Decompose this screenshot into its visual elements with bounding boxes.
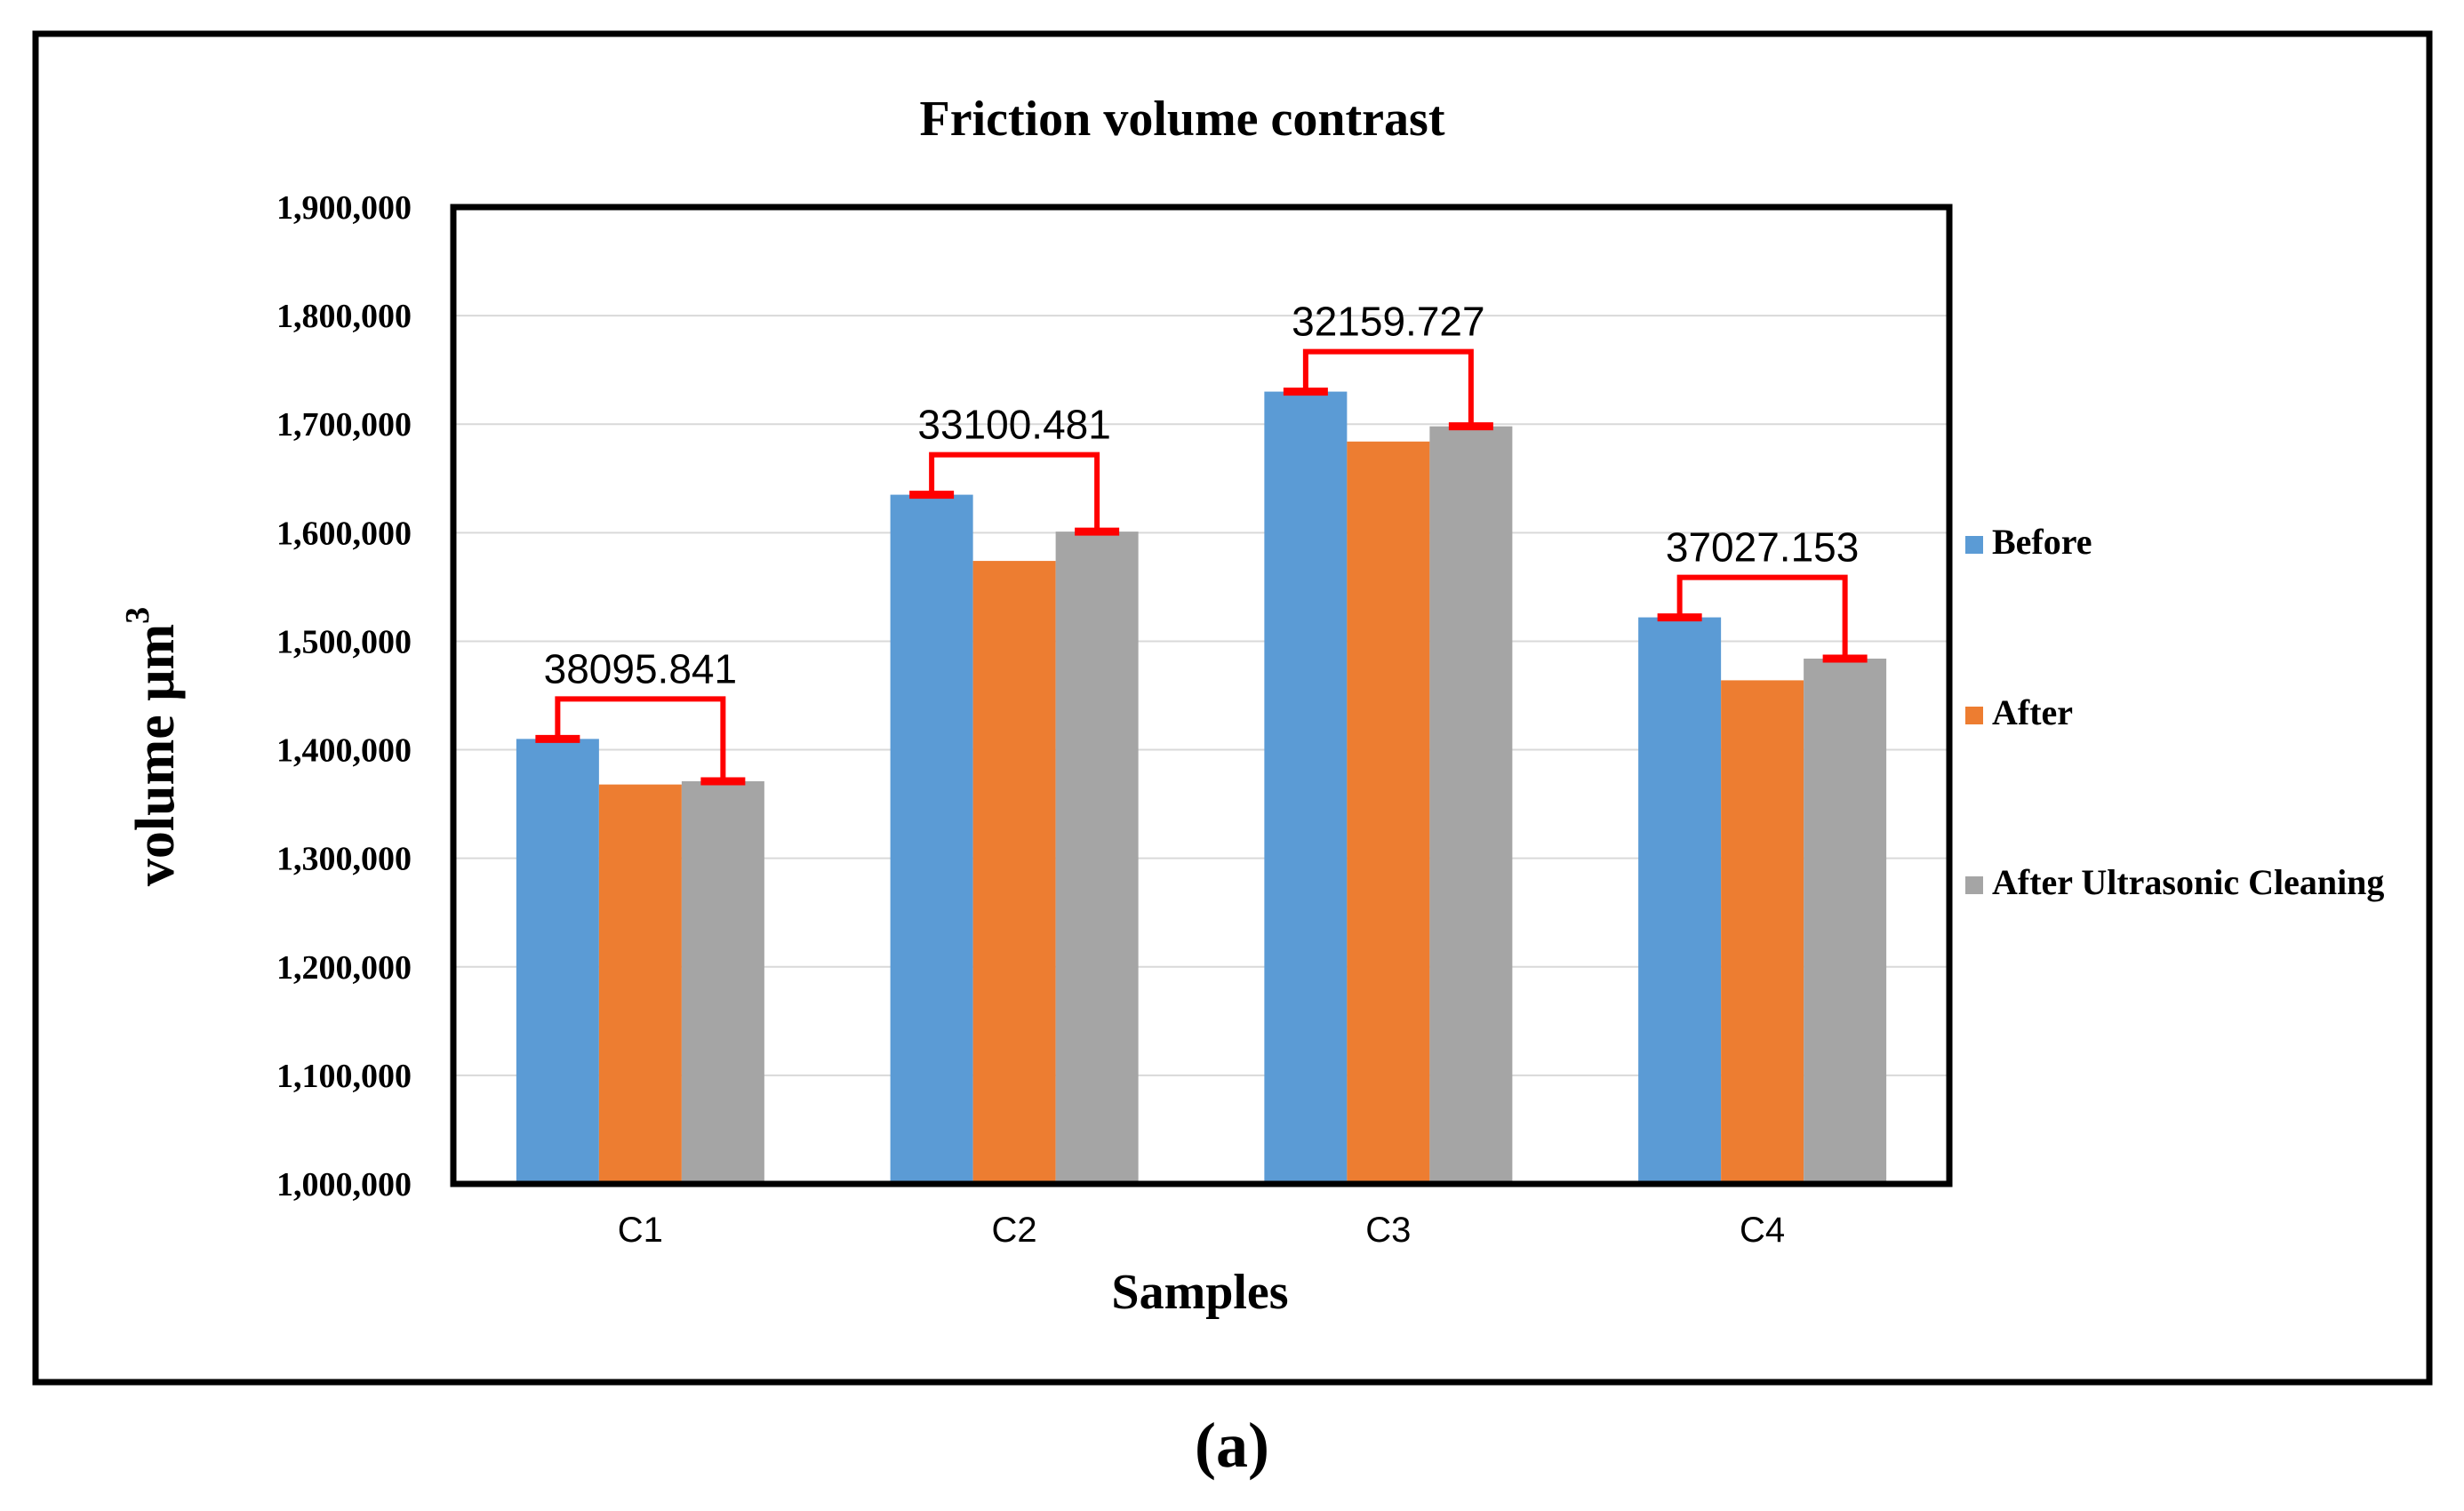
x-tick-label: C4	[1740, 1211, 1785, 1250]
x-axis-label: Samples	[1111, 1265, 1288, 1320]
bar-c2-1	[890, 494, 973, 1184]
x-axis-ticks: C1 C2 C3 C4	[618, 1211, 1785, 1250]
y-axis-ticks: 1,000,000 1,100,000 1,200,000 1,300,000 1,40…	[276, 189, 412, 1203]
bar-c4-1	[1638, 617, 1722, 1184]
difference-label: 37027.153	[1666, 524, 1859, 571]
bar-series	[516, 391, 1887, 1185]
difference-bracket	[555, 696, 726, 781]
bar-c4-3	[1804, 658, 1887, 1184]
y-tick-label: 1,800,000	[276, 298, 412, 335]
figure-caption: (a)	[1195, 1410, 1269, 1481]
y-tick-label: 1,500,000	[276, 623, 412, 660]
difference-bracket	[1676, 574, 1848, 659]
x-tick-label: C1	[618, 1211, 663, 1250]
y-tick-label: 1,100,000	[276, 1058, 412, 1095]
legend-label: After	[1992, 692, 2073, 732]
difference-annotations: 38095.841 33100.481 32159.727 37027.153	[535, 299, 1868, 786]
y-tick-label: 1,000,000	[276, 1166, 412, 1203]
y-tick-label: 1,700,000	[276, 406, 412, 444]
figure-frame	[32, 30, 2433, 1386]
bar-c3-3	[1429, 426, 1513, 1185]
y-axis-label-text: volume μm	[125, 624, 186, 886]
difference-label: 38095.841	[544, 645, 737, 692]
y-tick-label: 1,900,000	[276, 189, 412, 227]
legend: Before After After Ultrasonic Cleaning	[1965, 522, 2384, 902]
legend-label: After Ultrasonic Cleaning	[1992, 862, 2384, 902]
legend-swatch	[1965, 707, 1983, 724]
bar-c1-2	[598, 784, 682, 1184]
bar-c4-2	[1721, 680, 1804, 1184]
x-tick-label: C2	[992, 1211, 1037, 1250]
bar-c3-1	[1264, 391, 1348, 1185]
legend-swatch	[1965, 876, 1983, 894]
legend-label: Before	[1992, 522, 2092, 562]
legend-swatch	[1965, 536, 1983, 554]
chart-title: Friction volume contrast	[920, 92, 1445, 147]
x-tick-label: C3	[1365, 1211, 1411, 1250]
y-axis-label-superscript: 3	[119, 607, 156, 624]
y-tick-label: 1,400,000	[276, 732, 412, 770]
bar-c1-1	[516, 739, 599, 1184]
plot-area-border	[450, 204, 1953, 1187]
y-tick-label: 1,600,000	[276, 515, 412, 552]
bar-c3-2	[1347, 441, 1430, 1184]
difference-bracket	[1302, 348, 1474, 427]
y-tick-label: 1,300,000	[276, 841, 412, 878]
difference-bracket	[929, 452, 1100, 532]
difference-label: 33100.481	[917, 402, 1110, 448]
bar-c2-3	[1055, 532, 1139, 1184]
y-axis-label: volume μm3	[119, 607, 186, 886]
difference-label: 32159.727	[1292, 299, 1484, 345]
bar-c2-2	[972, 561, 1056, 1184]
bar-c1-3	[681, 780, 764, 1184]
y-tick-label: 1,200,000	[276, 949, 412, 987]
